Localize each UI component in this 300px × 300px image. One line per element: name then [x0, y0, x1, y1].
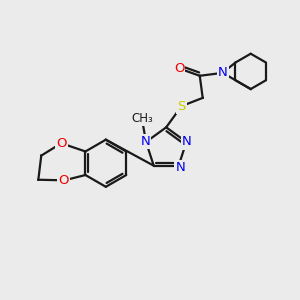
Text: O: O: [56, 137, 67, 150]
Text: CH₃: CH₃: [132, 112, 153, 125]
Text: O: O: [174, 62, 184, 75]
Text: N: N: [141, 135, 150, 148]
Text: O: O: [58, 174, 69, 187]
Text: O: O: [174, 62, 184, 75]
Text: CH₃: CH₃: [132, 112, 153, 125]
Text: N: N: [175, 161, 185, 174]
Text: N: N: [182, 136, 192, 148]
Text: O: O: [56, 137, 67, 150]
Text: N: N: [218, 66, 228, 80]
Text: N: N: [218, 66, 228, 80]
Text: S: S: [177, 100, 186, 112]
Text: N: N: [141, 135, 150, 148]
Text: N: N: [182, 136, 192, 148]
Text: S: S: [177, 100, 186, 112]
Text: N: N: [175, 161, 185, 174]
Text: O: O: [58, 174, 69, 187]
